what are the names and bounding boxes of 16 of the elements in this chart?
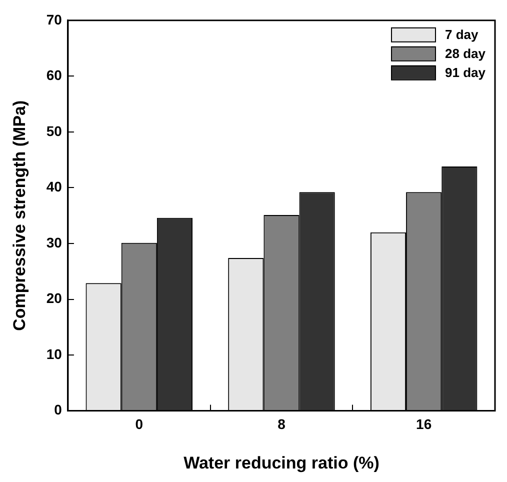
y-tick-label: 40 (46, 178, 62, 195)
legend-label: 91 day (445, 64, 486, 80)
x-tick-label: 8 (278, 416, 286, 432)
y-tick-label: 10 (46, 346, 62, 362)
x-tick-label: 16 (416, 416, 432, 432)
y-tick-label: 0 (54, 402, 62, 418)
y-tick-label: 50 (46, 122, 62, 139)
y-axis-title: Compressive strength (MPa) (10, 100, 29, 331)
y-tick-label: 20 (46, 290, 62, 306)
legend-label: 28 day (445, 46, 486, 61)
y-tick-label: 70 (46, 11, 62, 28)
x-tick-label: 0 (135, 416, 144, 432)
legend-label: 7 day (445, 26, 480, 42)
y-tick-label: 30 (46, 234, 62, 250)
y-tick-label: 60 (46, 67, 62, 84)
x-axis-title: Water reducing ratio (%) (184, 453, 380, 472)
